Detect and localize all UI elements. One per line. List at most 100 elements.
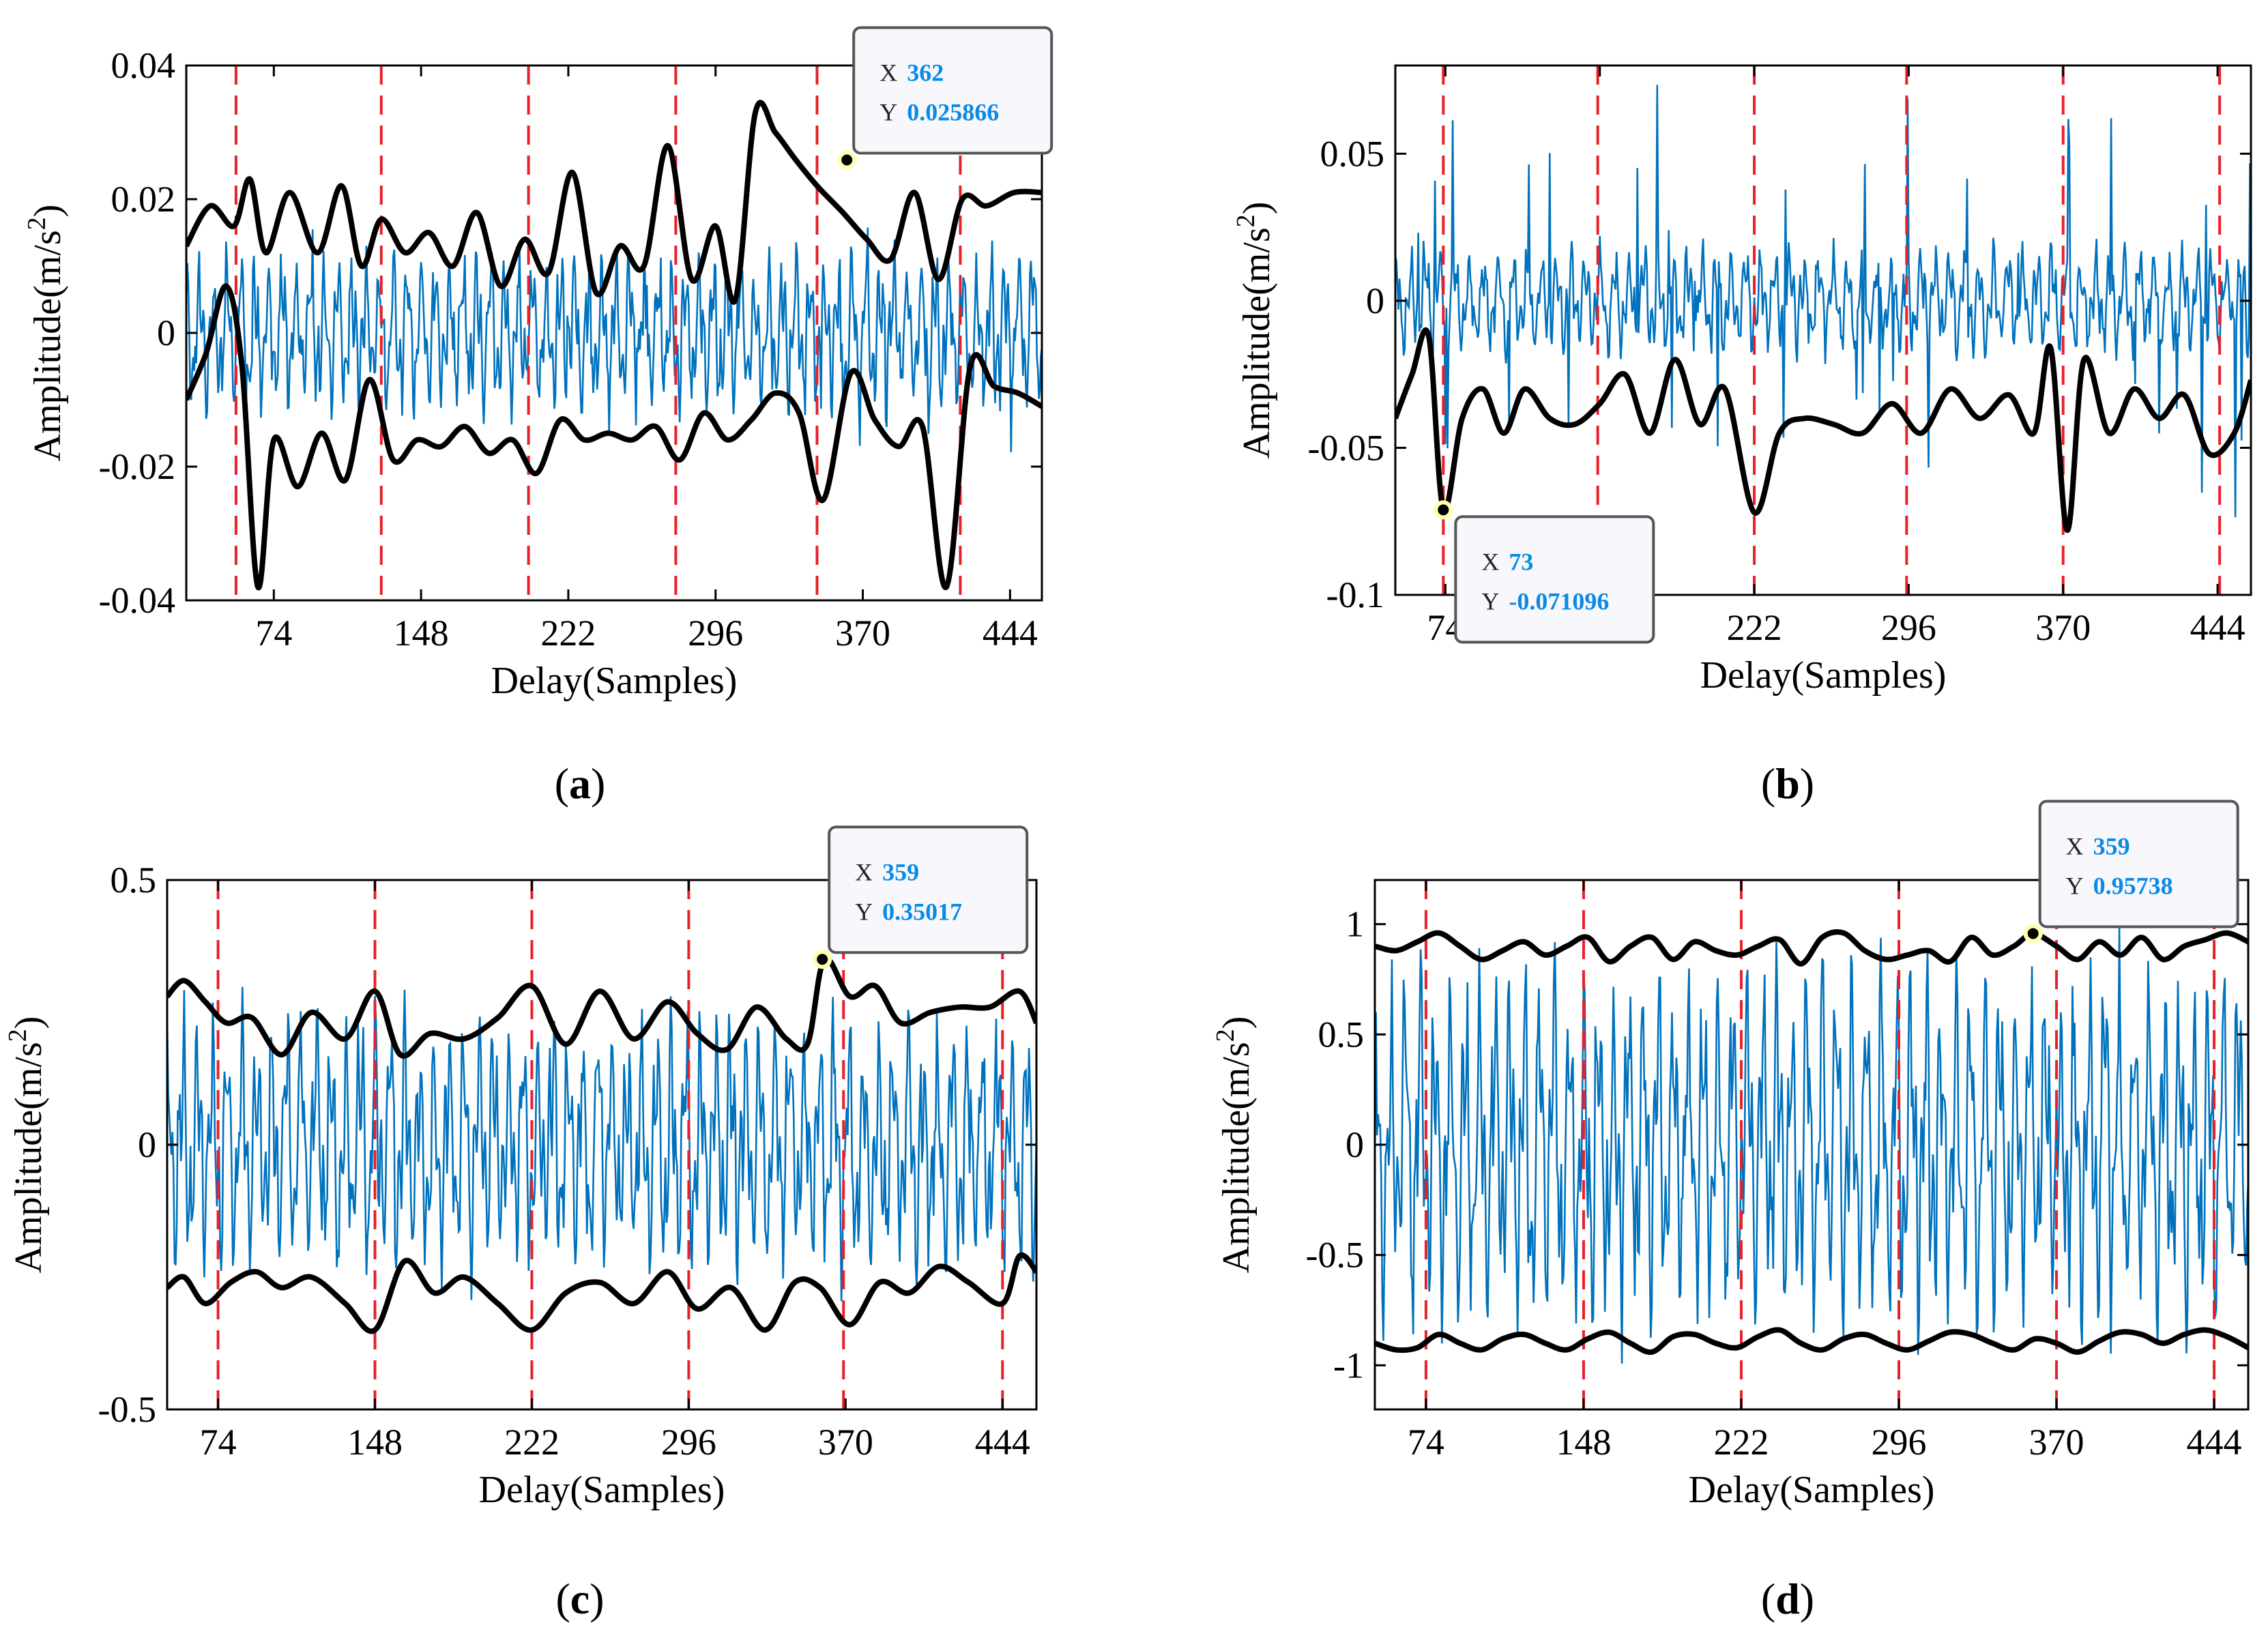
x-tick-label: 148 <box>394 613 449 654</box>
datatip-marker <box>813 950 832 969</box>
datatip-y-value: -0.071096 <box>1509 587 1609 615</box>
x-tick-label: 222 <box>540 613 596 654</box>
plot-content <box>167 880 1036 1409</box>
lower-envelope <box>167 1252 1036 1334</box>
y-tick-label: -0.05 <box>1308 427 1384 468</box>
signal-series <box>167 986 1036 1302</box>
datatip-x-key: X <box>1481 548 1499 575</box>
x-tick-label: 444 <box>2187 1422 2242 1463</box>
datatip-background <box>852 26 1053 155</box>
x-tick-label: 148 <box>347 1422 403 1463</box>
plot-content <box>1375 880 2248 1409</box>
datatip-box: X 359 Y 0.95738 <box>2038 800 2239 928</box>
y-tick-label: 0 <box>1346 1124 1364 1165</box>
y-tick-label: 0.5 <box>111 860 157 900</box>
y-tick-label: 0 <box>157 312 175 353</box>
x-tick-label: 444 <box>983 613 1038 654</box>
lower-envelope <box>1375 1327 2248 1356</box>
datatip-x-key: X <box>855 858 873 885</box>
signal-series <box>1375 927 2248 1364</box>
y-axis-label: Amplitude(m/s2) <box>1232 202 1278 459</box>
y-tick-label: -1 <box>1333 1345 1364 1386</box>
datatip-background <box>1454 515 1655 644</box>
y-tick-label: 0 <box>1366 280 1384 321</box>
x-tick-label: 74 <box>200 1422 237 1463</box>
upper-envelope <box>167 955 1036 1059</box>
y-tick-label: -0.04 <box>99 580 175 621</box>
y-tick-label: 0.04 <box>111 45 176 86</box>
panel-caption: (d) <box>1761 1575 1814 1623</box>
datatip-y-value: 0.95738 <box>2093 872 2173 899</box>
x-axis-label: Delay(Samples) <box>1700 654 1947 697</box>
x-tick-label: 296 <box>688 613 743 654</box>
x-tick-label: 370 <box>835 613 890 654</box>
signal-series <box>1395 85 2251 518</box>
panel-c: 74 148 222 296 370 444 -0.5 0 0.5 Delay(Samples) A… <box>3 825 1038 1623</box>
datatip-background <box>2038 800 2239 928</box>
y-tick-label: 1 <box>1346 904 1364 945</box>
x-tick-label: 222 <box>1713 1422 1769 1463</box>
signal-series <box>186 227 1042 452</box>
upper-envelope <box>186 100 1042 305</box>
y-tick-label: -0.02 <box>99 446 175 487</box>
datatip-box: X 359 Y 0.35017 <box>828 825 1029 954</box>
lower-envelope <box>1395 327 2251 533</box>
datatip-x-key: X <box>2066 832 2084 860</box>
y-tick-label: -0.1 <box>1326 574 1384 615</box>
x-axis-label: Delay(Samples) <box>479 1469 725 1511</box>
y-axis-label: Amplitude(m/s2) <box>1211 1016 1257 1274</box>
x-tick-label: 222 <box>504 1422 559 1463</box>
y-axis-label: Amplitude(m/s2) <box>23 205 69 462</box>
y-tick-label: 0.02 <box>111 179 176 220</box>
plot-content <box>186 65 1042 600</box>
datatip-x-key: X <box>879 59 897 87</box>
datatip-y-key: Y <box>855 898 873 925</box>
datatip-x-value: 359 <box>2093 832 2130 860</box>
panel-b: 74148222296370444-0.1-0.0500.05Delay(Sam… <box>1232 64 2252 808</box>
panel-caption: (b) <box>1761 759 1814 808</box>
datatip-y-value: 0.35017 <box>882 898 962 925</box>
y-axis-label: Amplitude(m/s2) <box>3 1016 50 1274</box>
datatip-box: X 362 Y 0.025866 <box>852 26 1053 155</box>
x-tick-label: 370 <box>2029 1422 2084 1463</box>
lower-envelope <box>186 283 1042 591</box>
datatip-y-key: Y <box>1481 587 1499 615</box>
x-tick-label: 296 <box>661 1422 716 1463</box>
y-tick-label: 0.5 <box>1318 1014 1365 1055</box>
upper-envelope <box>1375 929 2248 967</box>
x-tick-label: 74 <box>255 613 292 654</box>
datatip-x-value: 362 <box>907 59 944 87</box>
x-tick-label: 296 <box>1881 607 1936 648</box>
x-tick-label: 148 <box>1556 1422 1611 1463</box>
x-axis-label: Delay(Samples) <box>491 660 738 702</box>
y-tick-label: -0.5 <box>98 1389 156 1430</box>
x-tick-label: 370 <box>2035 607 2091 648</box>
y-tick-label: 0.05 <box>1320 133 1385 174</box>
x-axis-label: Delay(Samples) <box>1689 1469 1935 1511</box>
datatip-x-value: 359 <box>882 858 919 885</box>
datatip-marker <box>837 150 857 170</box>
x-tick-label: 74 <box>1408 1422 1444 1463</box>
datatip-marker <box>2023 924 2043 943</box>
panel-caption: (a) <box>555 759 606 808</box>
datatip-x-value: 73 <box>1509 548 1533 575</box>
x-tick-label: 444 <box>975 1422 1030 1463</box>
datatip-background <box>828 825 1029 954</box>
x-tick-label: 370 <box>818 1422 873 1463</box>
panel-a: 74 148 222 296 370 444 -0.04 -0.02 0 0.02 0.04 Dela… <box>23 26 1053 808</box>
panel-caption: (c) <box>555 1575 604 1623</box>
y-tick-label: 0 <box>138 1124 156 1165</box>
axes-frame <box>1394 64 2252 596</box>
plot-area <box>1395 65 2251 595</box>
datatip-y-value: 0.025866 <box>907 99 999 126</box>
datatip-box: X 73 Y -0.071096 <box>1454 515 1655 644</box>
x-tick-label: 222 <box>1727 607 1782 648</box>
datatip-y-key: Y <box>2066 872 2084 899</box>
datatip-y-key: Y <box>879 99 897 126</box>
datatip-marker <box>1434 500 1453 520</box>
x-tick-label: 296 <box>1872 1422 1927 1463</box>
x-tick-label: 444 <box>2190 607 2245 648</box>
plot-content <box>1395 65 2251 595</box>
y-tick-label: -0.5 <box>1306 1235 1364 1276</box>
